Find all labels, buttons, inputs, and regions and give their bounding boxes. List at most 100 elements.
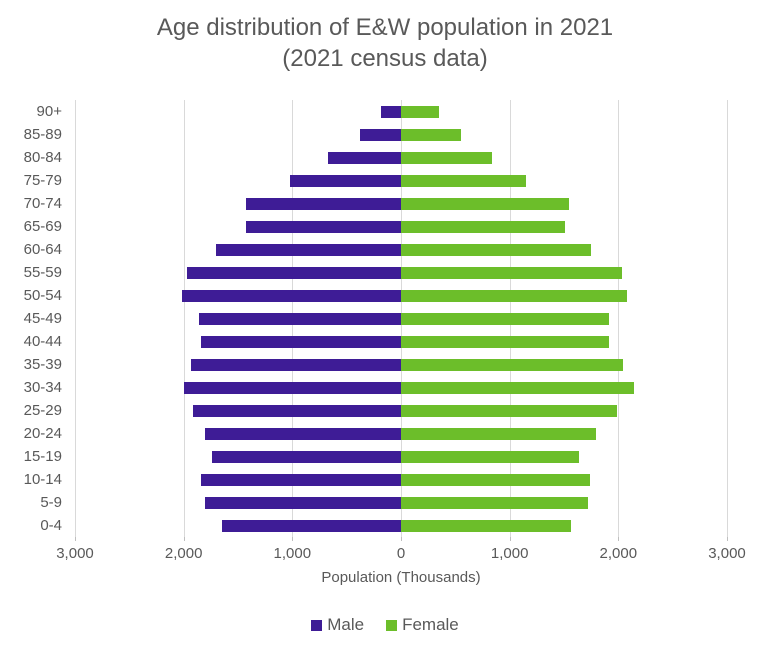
bar-row-60-64 xyxy=(75,238,727,261)
female-bar-25-29 xyxy=(401,404,618,417)
y-axis-label-90+: 90+ xyxy=(36,103,62,120)
gridline xyxy=(727,100,728,537)
female-bar-0-4 xyxy=(401,519,571,532)
y-axis-label-45-49: 45-49 xyxy=(23,310,62,327)
x-axis-tick-mark xyxy=(292,537,294,541)
gridline xyxy=(75,100,76,537)
x-axis-tick-mark xyxy=(183,537,185,541)
female-bar-40-44 xyxy=(401,335,609,348)
x-axis-tick-label: 2,000 xyxy=(164,545,203,562)
female-bar-35-39 xyxy=(401,358,623,371)
y-axis-label-60-64: 60-64 xyxy=(23,241,62,258)
legend: Male Female xyxy=(0,615,770,635)
male-bar-90+ xyxy=(381,105,401,118)
y-axis: 90+ 85-89 80-84 75-79 70-74 65-69 60-64 55-59 50… xyxy=(0,100,62,537)
x-axis-tick-mark xyxy=(727,537,728,541)
male-legend-label: Male xyxy=(327,615,365,634)
y-axis-label-25-29: 25-29 xyxy=(23,402,62,419)
x-axis-tick-mark xyxy=(75,537,76,541)
y-axis-label-5-9: 5-9 xyxy=(40,494,62,511)
x-axis-tick-label: 1,000 xyxy=(273,545,312,562)
x-axis-tick-label: 0 xyxy=(396,545,406,562)
male-bar-5-9 xyxy=(205,496,401,509)
y-axis-label-75-79: 75-79 xyxy=(23,172,62,189)
legend-item-female: Female xyxy=(386,615,459,635)
y-axis-label-80-84: 80-84 xyxy=(23,149,62,166)
female-legend-swatch-icon xyxy=(386,619,398,631)
female-bar-55-59 xyxy=(401,266,622,279)
gridline xyxy=(183,100,185,537)
x-axis-title: Population (Thousands) xyxy=(321,569,481,586)
female-bar-10-14 xyxy=(401,473,591,486)
male-legend-swatch-icon xyxy=(311,619,323,631)
y-axis-label-85-89: 85-89 xyxy=(23,126,62,143)
bar-row-15-19 xyxy=(75,445,727,468)
bar-row-65-69 xyxy=(75,215,727,238)
male-bar-65-69 xyxy=(245,220,401,233)
male-bar-45-49 xyxy=(198,312,401,325)
bar-row-35-39 xyxy=(75,353,727,376)
bar-row-25-29 xyxy=(75,399,727,422)
male-bar-60-64 xyxy=(216,243,401,256)
bar-row-20-24 xyxy=(75,422,727,445)
female-legend-label: Female xyxy=(402,615,459,634)
x-axis-tick-label: 3,000 xyxy=(56,545,94,562)
bar-row-75-79 xyxy=(75,169,727,192)
female-bar-75-79 xyxy=(401,174,526,187)
female-bar-70-74 xyxy=(401,197,570,210)
bar-row-45-49 xyxy=(75,307,727,330)
x-axis: 3,000 2,000 1,000 0 1,000 2,000 3,000 xyxy=(0,544,770,564)
male-bar-30-34 xyxy=(183,381,401,394)
female-bar-30-34 xyxy=(401,381,634,394)
chart-title-line1: Age distribution of E&W population in 20… xyxy=(156,14,614,41)
y-axis-label-65-69: 65-69 xyxy=(23,218,62,235)
bar-row-85-89 xyxy=(75,123,727,146)
y-axis-label-70-74: 70-74 xyxy=(23,195,62,212)
female-bar-5-9 xyxy=(401,496,588,509)
bar-row-10-14 xyxy=(75,468,727,491)
male-bar-10-14 xyxy=(201,473,401,486)
x-axis-tick-label: 2,000 xyxy=(599,545,638,562)
female-bar-50-54 xyxy=(401,289,627,302)
x-axis-tick-mark xyxy=(509,537,511,541)
male-bar-25-29 xyxy=(193,404,401,417)
female-bar-65-69 xyxy=(401,220,566,233)
male-bar-0-4 xyxy=(221,519,401,532)
gridline xyxy=(618,100,620,537)
y-axis-label-50-54: 50-54 xyxy=(23,287,62,304)
male-bar-75-79 xyxy=(290,174,401,187)
male-bar-85-89 xyxy=(359,128,401,141)
x-axis-tick-mark xyxy=(401,537,402,541)
female-bar-85-89 xyxy=(401,128,461,141)
male-bar-50-54 xyxy=(181,289,401,302)
x-axis-tick-label: 3,000 xyxy=(708,545,746,562)
female-bar-80-84 xyxy=(401,151,493,164)
bar-row-50-54 xyxy=(75,284,727,307)
bar-row-0-4 xyxy=(75,514,727,537)
y-axis-label-0-4: 0-4 xyxy=(40,517,62,534)
chart-title-line2: (2021 census data) xyxy=(282,45,488,72)
female-bar-45-49 xyxy=(401,312,609,325)
bar-row-5-9 xyxy=(75,491,727,514)
male-bar-80-84 xyxy=(328,151,401,164)
bar-row-70-74 xyxy=(75,192,727,215)
male-bar-55-59 xyxy=(186,266,401,279)
female-bar-60-64 xyxy=(401,243,592,256)
y-axis-label-10-14: 10-14 xyxy=(23,471,62,488)
bar-row-90+ xyxy=(75,100,727,123)
x-axis-tick-mark xyxy=(618,537,620,541)
female-bar-20-24 xyxy=(401,427,596,440)
y-axis-label-20-24: 20-24 xyxy=(23,425,62,442)
y-axis-label-40-44: 40-44 xyxy=(23,333,62,350)
bar-row-80-84 xyxy=(75,146,727,169)
bar-row-55-59 xyxy=(75,261,727,284)
female-bar-15-19 xyxy=(401,450,580,463)
male-bar-35-39 xyxy=(191,358,401,371)
x-axis-tick-label: 1,000 xyxy=(490,545,529,562)
female-bar-90+ xyxy=(401,105,439,118)
chart-title: Age distribution of E&W population in 20… xyxy=(0,12,770,74)
male-bar-70-74 xyxy=(245,197,401,210)
y-axis-label-15-19: 15-19 xyxy=(23,448,62,465)
bar-row-30-34 xyxy=(75,376,727,399)
